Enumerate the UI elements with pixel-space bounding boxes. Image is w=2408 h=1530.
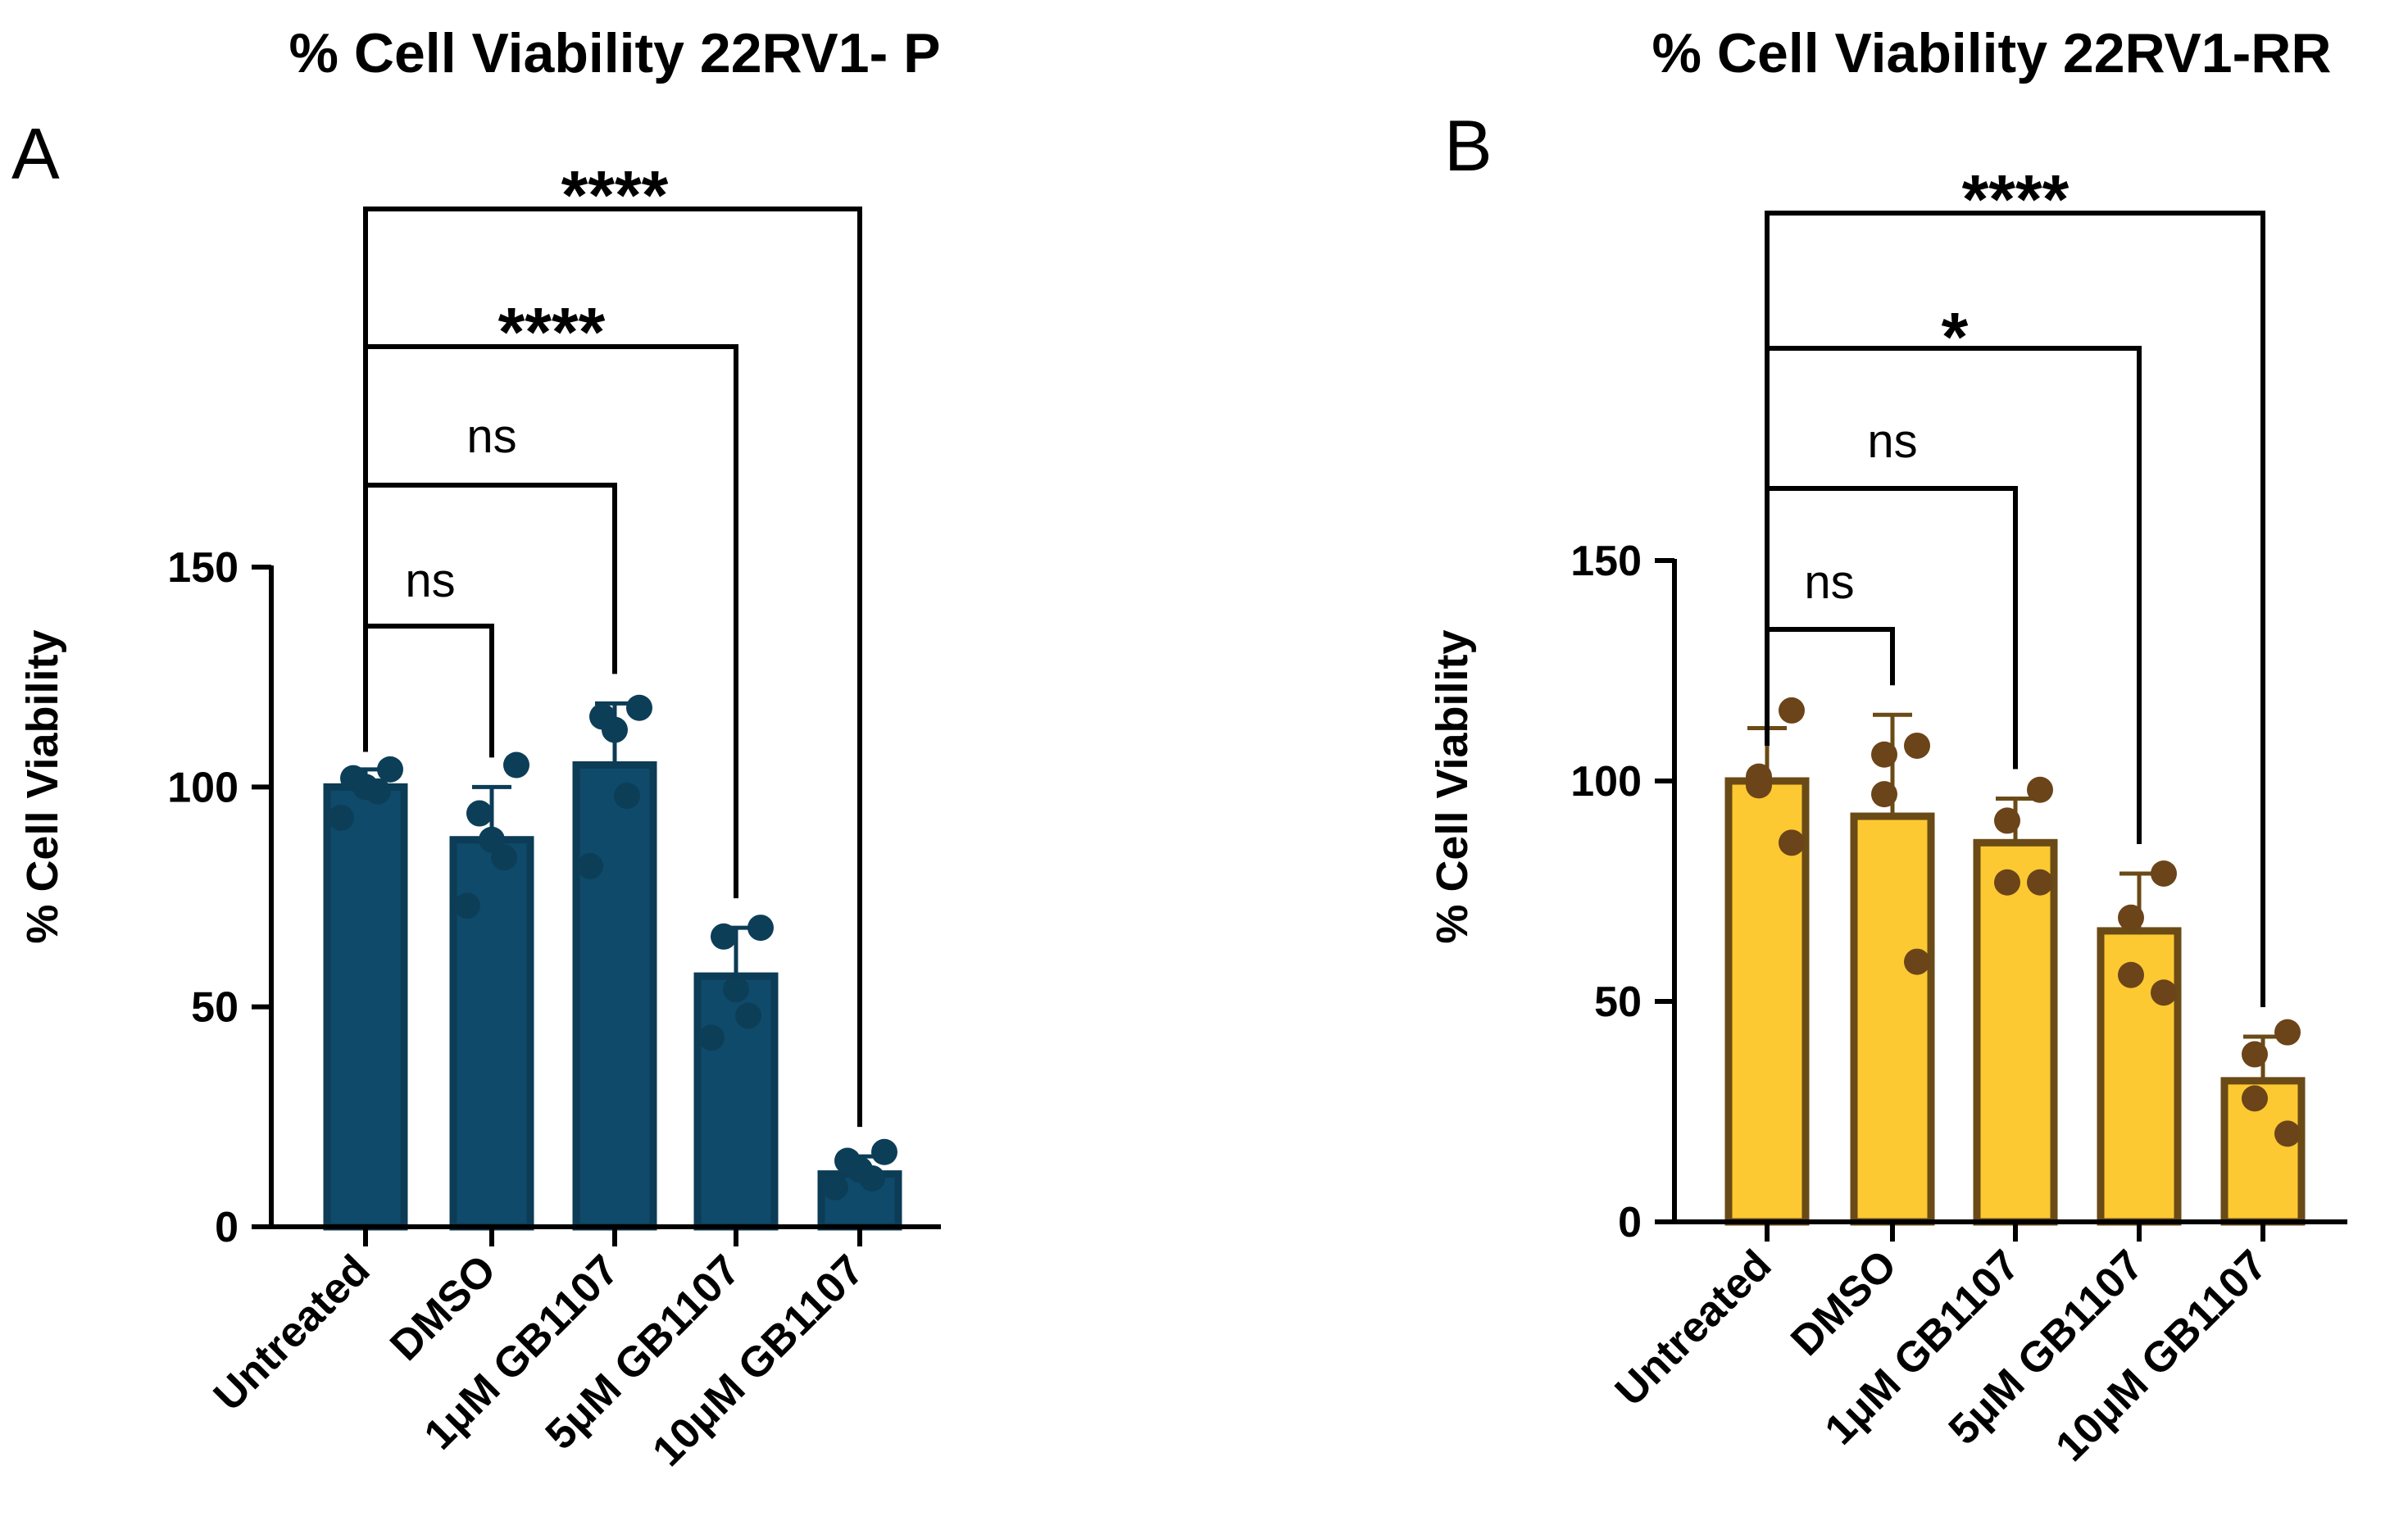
significance-label: **** — [498, 293, 606, 370]
data-point — [614, 783, 640, 810]
panel-label: B — [1444, 105, 1493, 186]
significance-bracket — [363, 624, 494, 758]
y-tick-label: 150 — [1570, 538, 1642, 585]
chart-title: % Cell Viability 22RV1-RR — [1652, 22, 2332, 84]
data-point — [466, 800, 493, 827]
data-point — [859, 1165, 885, 1192]
significance-label: * — [1942, 298, 1969, 375]
significance-label: ns — [405, 554, 455, 607]
data-point — [2242, 1041, 2268, 1068]
significance-bracket — [363, 344, 738, 899]
data-point — [2118, 961, 2144, 988]
panel-a: % Cell Viability 22RV1- P A 0 50 100 150 Untre… — [11, 22, 941, 1476]
panel-b: % Cell Viability 22RV1-RR B 0 50 100 150 Untre… — [1428, 22, 2347, 1471]
data-point — [503, 751, 529, 779]
y-tick-label: 100 — [167, 764, 239, 811]
data-point — [2027, 869, 2053, 896]
significance-label: ns — [1804, 556, 1854, 609]
data-point — [1746, 772, 1772, 799]
bar — [572, 761, 657, 1231]
y-axis-label: % Cell Viability — [1428, 629, 1477, 943]
data-point — [2274, 1120, 2301, 1147]
y-tick-label: 50 — [191, 984, 239, 1032]
x-tick-label: DMSO — [1782, 1241, 1906, 1364]
x-tick-label: 10μM GB1107 — [2047, 1241, 2276, 1470]
data-point — [2242, 1085, 2268, 1112]
significance-bracket — [363, 207, 862, 1128]
data-point — [377, 756, 403, 783]
data-point — [822, 1174, 848, 1201]
data-point — [577, 852, 603, 879]
x-tick-label: DMSO — [381, 1246, 505, 1369]
data-point — [2027, 776, 2053, 803]
data-point — [1994, 869, 2020, 896]
data-point — [723, 976, 749, 1003]
data-point — [454, 892, 480, 919]
data-point — [1904, 732, 1930, 759]
panel-label: A — [11, 113, 60, 194]
bar — [1973, 838, 2058, 1226]
bar — [1850, 812, 1935, 1226]
significance-label: **** — [561, 157, 669, 234]
y-tick-label: 0 — [215, 1204, 239, 1251]
data-point — [711, 923, 737, 950]
data-point — [1779, 829, 1805, 856]
data-point — [328, 804, 354, 831]
x-tick-label: Untreated — [205, 1246, 379, 1420]
chart-title: % Cell Viability 22RV1- P — [289, 22, 941, 84]
y-tick-label: 100 — [1570, 758, 1642, 806]
significance-bracket — [1765, 211, 2265, 1008]
data-point — [626, 694, 652, 721]
data-point — [1994, 807, 2020, 834]
significance-label: **** — [1962, 161, 2070, 238]
data-point — [1871, 781, 1897, 808]
y-axis-label: % Cell Viability — [18, 629, 67, 943]
data-point — [698, 1024, 725, 1051]
y-tick-label: 0 — [1618, 1199, 1642, 1246]
data-point — [871, 1138, 897, 1165]
x-tick-label: Untreated — [1606, 1241, 1781, 1415]
data-point — [2118, 904, 2144, 931]
significance-label: ns — [1867, 415, 1917, 468]
data-point — [2151, 979, 2177, 1006]
data-point — [365, 778, 391, 805]
y-tick-label: 50 — [1594, 978, 1642, 1026]
data-point — [2151, 860, 2177, 887]
x-tick-label: 10μM GB1107 — [643, 1246, 873, 1475]
data-point — [602, 716, 628, 743]
data-point — [747, 915, 774, 942]
data-point — [1904, 948, 1930, 975]
data-point — [735, 1002, 761, 1029]
data-point — [1871, 741, 1897, 768]
bar — [323, 783, 408, 1231]
data-point — [2274, 1019, 2301, 1046]
data-point — [1779, 697, 1805, 724]
data-point — [491, 844, 517, 871]
significance-label: ns — [466, 410, 516, 463]
y-tick-label: 150 — [167, 544, 239, 592]
